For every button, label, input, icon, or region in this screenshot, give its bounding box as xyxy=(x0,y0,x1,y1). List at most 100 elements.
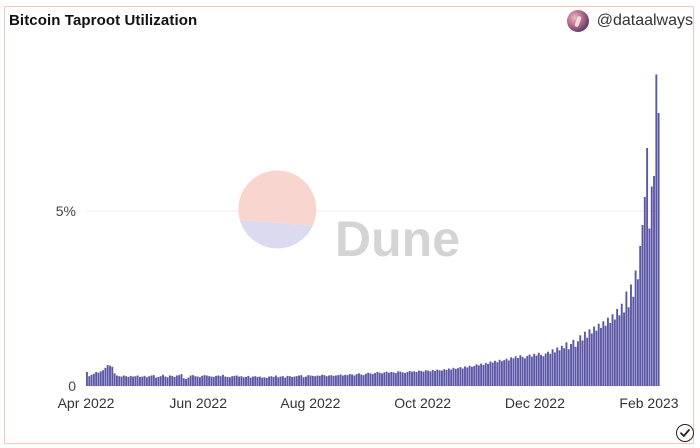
bar xyxy=(88,376,91,386)
bar xyxy=(291,376,294,386)
bar xyxy=(606,317,609,386)
bar xyxy=(374,373,377,386)
bar xyxy=(648,228,651,386)
y-tick-label: 0 xyxy=(68,378,76,394)
bar xyxy=(157,376,160,386)
bar xyxy=(459,367,462,386)
bar xyxy=(498,359,501,386)
bar xyxy=(353,375,356,386)
bar xyxy=(558,350,561,386)
bar xyxy=(111,366,114,386)
bar xyxy=(360,374,363,386)
bar xyxy=(175,375,178,386)
bar xyxy=(390,372,393,386)
bar xyxy=(413,371,416,386)
bar xyxy=(634,270,637,386)
bar xyxy=(653,176,655,386)
bar xyxy=(325,376,328,386)
bar xyxy=(507,360,510,386)
y-tick-label: 5% xyxy=(56,203,76,219)
bar xyxy=(180,374,183,386)
bar xyxy=(623,312,626,386)
bar xyxy=(443,369,446,386)
bar xyxy=(337,375,340,386)
bar xyxy=(210,376,213,386)
bar xyxy=(560,345,563,386)
bar xyxy=(627,307,630,386)
bar xyxy=(464,366,466,386)
bar xyxy=(288,376,291,386)
dune-watermark: Dune xyxy=(238,170,460,267)
bar xyxy=(318,375,321,386)
bar xyxy=(240,376,243,386)
bar xyxy=(523,358,526,386)
bar xyxy=(132,376,134,386)
bar xyxy=(159,376,162,386)
bar xyxy=(480,363,483,386)
bar xyxy=(387,372,390,386)
bar xyxy=(148,376,151,386)
dune-watermark-text: Dune xyxy=(335,211,460,267)
bar xyxy=(399,371,402,386)
bar xyxy=(261,377,264,386)
bar xyxy=(300,375,303,386)
bar xyxy=(364,373,367,386)
bar xyxy=(597,323,600,386)
bar xyxy=(514,356,517,386)
bar xyxy=(328,375,330,386)
bar xyxy=(503,360,506,386)
bar xyxy=(570,344,572,386)
bar xyxy=(367,372,370,386)
y-tick-labels: 0 5% xyxy=(56,203,76,394)
bar xyxy=(99,371,102,386)
x-tick-label: Apr 2022 xyxy=(58,395,115,411)
bar xyxy=(549,353,552,386)
bar xyxy=(650,186,653,386)
bar xyxy=(86,372,88,386)
bar xyxy=(530,356,533,386)
bar xyxy=(657,113,660,386)
bar xyxy=(487,363,489,386)
bar xyxy=(517,358,519,386)
bar xyxy=(646,148,649,386)
bar xyxy=(457,368,460,386)
bar xyxy=(314,376,317,386)
bar xyxy=(424,370,427,386)
bar xyxy=(122,375,125,386)
bar xyxy=(510,357,513,386)
bar xyxy=(441,370,443,386)
bar xyxy=(454,368,457,386)
bar xyxy=(226,376,229,386)
bar xyxy=(351,374,353,386)
bar xyxy=(540,354,543,386)
bar xyxy=(102,370,105,386)
x-tick-label: Feb 2023 xyxy=(619,395,678,411)
bar xyxy=(339,374,342,386)
bar xyxy=(113,373,116,386)
bar xyxy=(401,372,404,386)
bar xyxy=(316,375,319,386)
bar xyxy=(265,377,268,386)
bar xyxy=(512,358,515,386)
bar xyxy=(275,375,277,386)
bar xyxy=(383,372,386,386)
bar xyxy=(639,246,642,386)
bar xyxy=(173,376,176,386)
author-link[interactable]: @dataalways xyxy=(566,10,693,32)
bar xyxy=(90,374,93,386)
bar xyxy=(222,374,224,386)
bar xyxy=(572,339,575,386)
bar xyxy=(136,375,139,386)
bar xyxy=(279,376,282,386)
bar xyxy=(477,365,480,386)
bar xyxy=(438,370,441,386)
bar xyxy=(298,375,300,386)
bar xyxy=(519,355,522,386)
bar xyxy=(344,374,347,386)
check-circle-icon[interactable] xyxy=(676,424,694,442)
bar xyxy=(150,375,153,386)
bar xyxy=(593,326,596,386)
dune-logo-bottom xyxy=(239,219,313,249)
bar xyxy=(655,74,658,386)
bar xyxy=(189,375,192,386)
